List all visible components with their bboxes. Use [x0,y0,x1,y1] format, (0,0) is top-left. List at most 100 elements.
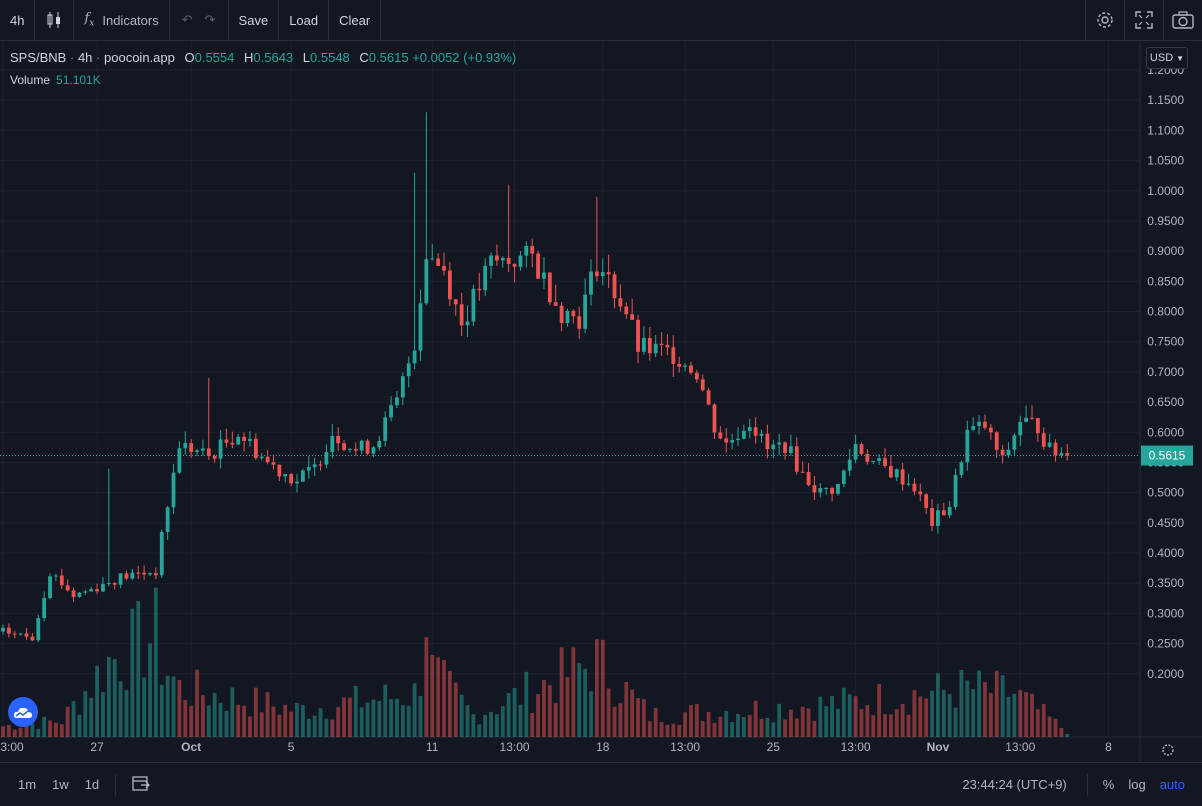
volume-bar [430,654,435,737]
currency-selector[interactable]: USD ▼ [1146,47,1188,69]
auto-toggle[interactable]: auto [1159,777,1185,792]
volume-bar [253,687,258,737]
volume-bar [136,601,141,737]
goto-date-button[interactable] [124,775,158,794]
undo-button[interactable]: ↶ [170,0,199,40]
settings-button[interactable] [1086,0,1124,40]
candle [800,471,805,473]
volume-bar [112,659,117,737]
candle [59,575,64,586]
clear-button[interactable]: Clear [339,12,371,28]
axis-settings-gear-icon[interactable] [1162,744,1174,756]
candle [712,404,717,433]
candle [495,255,499,261]
candle [395,397,399,406]
interval-button[interactable]: 4h [10,12,25,28]
volume-bar [118,681,123,737]
volume-bar [906,714,911,737]
volume-bar [771,722,776,737]
legend-interval: 4h [77,50,93,65]
toolbar-divider [1085,0,1086,40]
candle [606,272,611,275]
candle [730,440,735,443]
volume-bar [712,722,717,737]
candle [65,585,70,591]
symbol-label[interactable]: SPS/BNB [10,50,67,65]
price-chart[interactable]: 1.20001.15001.10001.05001.00000.95000.90… [0,41,1202,762]
candle [518,255,523,267]
chevron-down-icon: ▼ [1176,53,1185,63]
candle [42,598,47,619]
volume-bar [871,715,876,737]
candle [406,363,411,377]
candle [201,448,205,451]
candle [218,439,223,459]
candle [771,444,776,450]
volume-bar [859,709,864,737]
volume-bar [383,684,388,737]
y-tick-label: 1.0000 [1147,184,1184,198]
candles-icon [47,12,61,28]
fullscreen-button[interactable] [1125,0,1163,40]
candle [947,507,952,516]
volume-bar [153,587,158,737]
candle [365,440,370,454]
candle [577,316,582,329]
volume-bar [536,694,540,737]
candle [930,508,934,526]
volume-bar [1059,727,1064,737]
volume-bar [718,716,723,737]
candle [412,350,417,364]
volume-bar [636,698,640,737]
range-1m-button[interactable]: 1m [18,777,37,792]
volume-bar [30,723,35,737]
toolbar-divider [73,0,75,40]
volume-bar [994,670,999,737]
chart-type-button[interactable] [35,0,73,40]
range-1w-button[interactable]: 1w [52,777,69,792]
candle [706,390,711,405]
candle [530,246,535,254]
volume-bar [1000,675,1005,737]
candle [642,337,646,352]
percent-toggle[interactable]: % [1102,777,1115,792]
y-tick-label: 0.2000 [1147,667,1184,681]
volume-bar [471,714,476,737]
volume-bar [465,705,470,737]
candle [977,421,981,426]
volume-bar [512,688,517,737]
volume-bar [395,698,399,737]
load-button[interactable]: Load [289,12,319,28]
candle [759,433,764,436]
volume-bar [1035,709,1040,737]
indicators-button[interactable]: fx Indicators [74,0,168,40]
volume-bar [218,702,223,737]
candle [918,491,923,495]
candle [1053,442,1058,456]
volume-bar [571,647,576,737]
save-button[interactable]: Save [238,12,269,28]
x-tick-label: Nov [927,740,950,754]
candle [18,633,23,635]
candle [512,263,517,267]
tradingview-logo[interactable] [8,697,38,727]
candle [1047,442,1052,447]
volume-bar [589,691,593,737]
screenshot-button[interactable] [1164,0,1202,40]
candle [48,576,52,599]
volume-bar [483,714,488,737]
volume-bar [689,704,693,737]
redo-button[interactable]: ↷ [199,0,228,40]
candle [912,483,917,492]
candle [54,575,58,577]
candle [424,259,429,304]
candle [189,443,194,453]
volume-bar [1030,693,1034,737]
range-1d-button[interactable]: 1d [84,777,100,792]
high-label: H [244,50,254,65]
log-toggle[interactable]: log [1128,777,1146,792]
candle [736,438,740,441]
last-price-label: 0.5615 [1149,449,1186,463]
volume-bar [789,709,793,737]
volume-bar [700,720,705,737]
